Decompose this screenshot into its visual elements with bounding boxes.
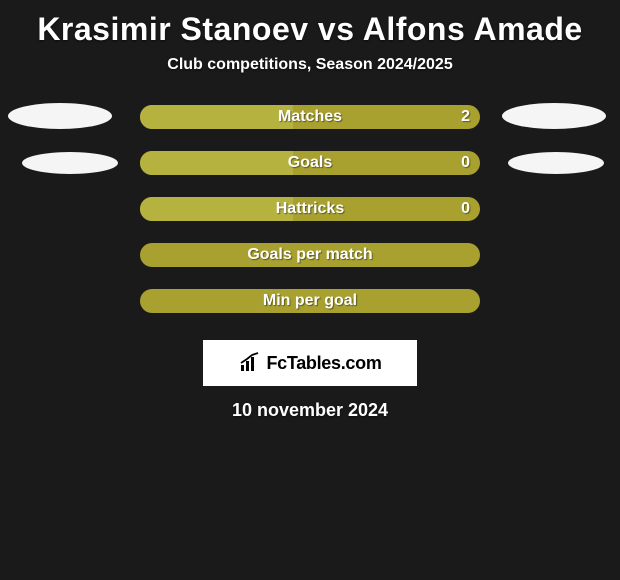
stat-bar-fill	[140, 197, 293, 221]
date-text: 10 november 2024	[0, 386, 620, 421]
chart-icon	[238, 351, 262, 375]
stat-row: Matches 2	[0, 94, 620, 140]
stat-bar-bg	[140, 243, 480, 267]
avatar-placeholder-left	[22, 152, 118, 174]
stat-bar: Goals per match	[140, 243, 480, 267]
stat-value-right: 0	[461, 151, 470, 175]
page-title: Krasimir Stanoev vs Alfons Amade	[0, 5, 620, 50]
avatar-placeholder-right	[502, 103, 606, 129]
stat-value-right: 2	[461, 105, 470, 129]
logo-box: FcTables.com	[203, 340, 417, 386]
stat-bar: Goals 0	[140, 151, 480, 175]
avatar-placeholder-right	[508, 152, 604, 174]
stat-row: Min per goal	[0, 278, 620, 324]
avatar-placeholder-left	[8, 103, 112, 129]
stat-bar-fill	[140, 151, 293, 175]
stat-bar-bg	[140, 289, 480, 313]
stat-bar: Hattricks 0	[140, 197, 480, 221]
stat-bar: Min per goal	[140, 289, 480, 313]
stat-bar-fill	[140, 105, 293, 129]
stat-bar: Matches 2	[140, 105, 480, 129]
page-subtitle: Club competitions, Season 2024/2025	[0, 50, 620, 94]
stat-row: Goals per match	[0, 232, 620, 278]
stat-value-right: 0	[461, 197, 470, 221]
logo-text: FcTables.com	[266, 353, 381, 374]
stat-row: Hattricks 0	[0, 186, 620, 232]
stat-row: Goals 0	[0, 140, 620, 186]
comparison-widget: Krasimir Stanoev vs Alfons Amade Club co…	[0, 0, 620, 580]
stat-rows: Matches 2 Goals 0 Hattricks 0	[0, 94, 620, 324]
